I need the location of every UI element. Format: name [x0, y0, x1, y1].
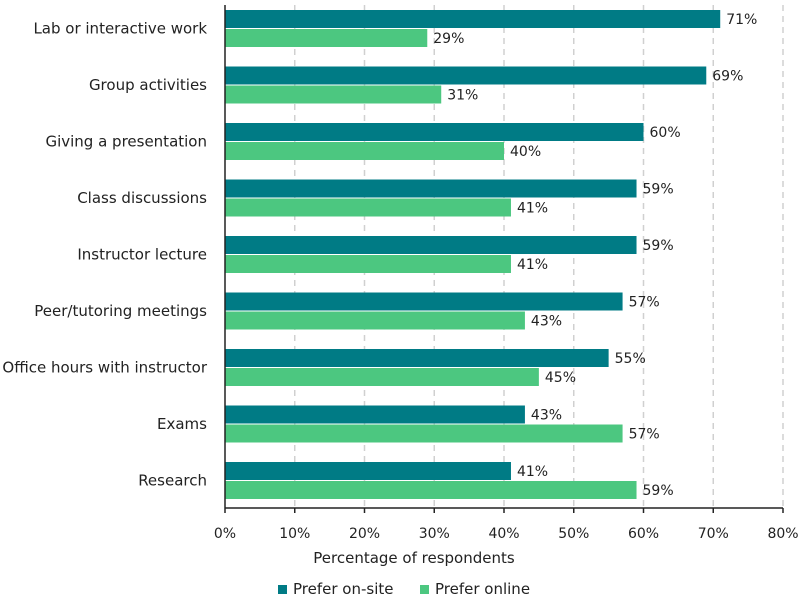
category-label: Lab or interactive work	[33, 20, 207, 38]
bar-on-site	[225, 462, 511, 480]
data-label: 43%	[531, 408, 562, 424]
bar-on-site	[225, 236, 637, 254]
legend: Prefer on-site Prefer online	[278, 580, 530, 598]
data-label: 59%	[643, 483, 674, 499]
bar-online	[225, 368, 539, 386]
bar-online	[225, 198, 511, 217]
x-tick-label: 40%	[488, 526, 519, 542]
category-label: Exams	[157, 415, 207, 433]
bar-online	[225, 424, 623, 443]
category-label: Peer/tutoring meetings	[34, 302, 207, 320]
data-label: 60%	[650, 125, 681, 141]
category-label: Research	[138, 472, 207, 490]
bar-online	[225, 142, 504, 160]
x-tick-label: 50%	[558, 526, 589, 542]
bar-on-site	[225, 123, 644, 141]
data-label: 43%	[531, 314, 562, 330]
category-label: Class discussions	[77, 189, 207, 207]
bars: 71% 29% Lab or interactive work 69% 31% Group…	[2, 10, 757, 499]
data-label: 59%	[643, 238, 674, 254]
gridlines	[294, 5, 784, 508]
bar-on-site	[225, 66, 707, 85]
bar-online	[225, 85, 442, 104]
data-label: 59%	[643, 182, 674, 198]
x-tick-label: 70%	[698, 526, 729, 542]
x-tick-label: 80%	[767, 526, 798, 542]
category-label: Office hours with instructor	[2, 359, 207, 377]
legend-swatch	[278, 585, 287, 594]
legend-label: Prefer on-site	[293, 580, 393, 598]
x-axis-title: Percentage of respondents	[313, 549, 515, 567]
x-tick-label: 10%	[279, 526, 310, 542]
legend-swatch	[420, 585, 429, 594]
data-label: 31%	[447, 88, 478, 104]
category-label: Giving a presentation	[45, 133, 207, 151]
x-tick-label: 60%	[628, 526, 659, 542]
data-label: 71%	[726, 12, 757, 28]
x-tick-label: 0%	[214, 526, 236, 542]
bar-online	[225, 311, 525, 330]
category-label: Group activities	[89, 76, 207, 94]
data-label: 40%	[510, 144, 541, 160]
data-label: 55%	[615, 351, 646, 367]
bar-on-site	[225, 405, 525, 424]
x-tick-label: 30%	[419, 526, 450, 542]
data-label: 29%	[433, 31, 464, 47]
data-label: 41%	[517, 201, 548, 217]
x-tick-label: 20%	[349, 526, 380, 542]
bar-online	[225, 255, 511, 273]
legend-label: Prefer online	[435, 580, 530, 598]
bar-on-site	[225, 179, 637, 198]
data-label: 69%	[712, 69, 743, 85]
data-label: 57%	[629, 295, 660, 311]
category-label: Instructor lecture	[77, 246, 207, 264]
data-label: 41%	[517, 257, 548, 273]
bar-online	[225, 481, 637, 499]
x-ticks: 0% 10% 20% 30% 40% 50% 60% 70% 80%	[214, 508, 799, 542]
bar-on-site	[225, 10, 721, 28]
bar-online	[225, 29, 428, 47]
bar-on-site	[225, 349, 609, 367]
data-label: 57%	[629, 427, 660, 443]
data-label: 41%	[517, 464, 548, 480]
data-label: 45%	[545, 370, 576, 386]
bar-on-site	[225, 292, 623, 311]
